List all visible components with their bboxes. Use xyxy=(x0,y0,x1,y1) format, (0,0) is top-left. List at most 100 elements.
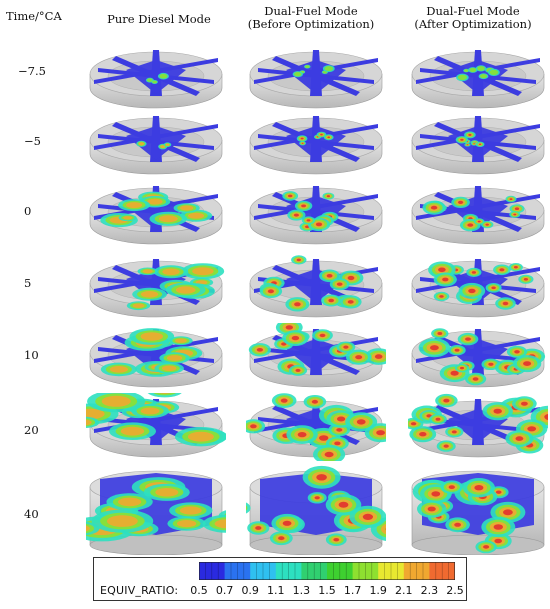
equivalence-ratio-contour xyxy=(472,377,479,381)
equivalence-ratio-contour xyxy=(297,432,307,438)
combustion-chamber-render xyxy=(89,186,223,245)
combustion-chamber-render xyxy=(249,50,383,109)
equivalence-ratio-contour xyxy=(448,485,455,489)
legend-tick-label: 0.5 xyxy=(190,584,208,597)
combustion-chamber-render xyxy=(411,259,545,318)
equivalence-ratio-contour xyxy=(442,277,449,282)
color-scale-segment xyxy=(199,562,226,580)
equivalence-ratio-contour xyxy=(469,67,477,73)
combustion-chamber-render xyxy=(249,186,383,245)
equivalence-ratio-contour xyxy=(336,428,343,432)
equivalence-ratio-contour xyxy=(460,366,464,370)
equivalence-ratio-contour xyxy=(427,506,436,512)
legend-tick-label: 0.7 xyxy=(215,584,234,597)
equivalence-ratio-contour xyxy=(473,143,475,145)
equivalence-ratio-contour xyxy=(140,291,159,298)
equivalence-ratio-contour xyxy=(336,282,343,286)
equivalence-ratio-contour xyxy=(326,195,330,198)
equivalence-ratio-contour xyxy=(295,368,301,372)
equivalence-ratio-contour xyxy=(294,72,302,77)
equivalence-ratio-contour xyxy=(485,223,489,226)
equivalence-ratio-contour xyxy=(356,419,366,425)
equivalence-ratio-contour xyxy=(437,332,443,335)
equivalence-ratio-contour xyxy=(155,488,179,497)
equivalence-ratio-contour xyxy=(280,398,288,403)
equivalence-ratio-contour xyxy=(495,490,502,494)
column-header-line1: Pure Diesel Mode xyxy=(107,12,211,26)
equivalence-ratio-contour xyxy=(314,496,320,500)
equivalence-ratio-contour xyxy=(419,432,427,437)
equivalence-ratio-contour xyxy=(306,219,311,222)
equivalence-ratio-contour xyxy=(509,198,513,200)
equivalence-ratio-contour xyxy=(187,431,214,442)
equivalence-ratio-contour xyxy=(152,80,157,84)
equivalence-ratio-contour xyxy=(147,78,153,82)
column-header-pure-diesel: Pure Diesel Mode xyxy=(88,13,230,26)
combustion-chamber-render xyxy=(248,319,393,388)
equivalence-ratio-contour xyxy=(123,216,133,220)
equivalence-ratio-contour xyxy=(192,267,214,276)
column-header-line1: Dual-Fuel Mode xyxy=(264,4,358,18)
equivalence-ratio-contour xyxy=(291,335,300,341)
equivalence-ratio-contour xyxy=(118,497,142,507)
equivalence-ratio-contour xyxy=(464,69,469,72)
legend-tick-label: 2.1 xyxy=(395,584,413,597)
combustion-chamber-render xyxy=(411,186,545,245)
equivalence-ratio-contour xyxy=(316,474,327,481)
equivalence-ratio-contour xyxy=(468,133,472,136)
equivalence-ratio-contour xyxy=(483,545,490,549)
color-scale-segment xyxy=(429,562,455,580)
legend-tick-label: 2.5 xyxy=(446,584,464,597)
combustion-chamber-render xyxy=(227,465,412,556)
equivalence-ratio-contour xyxy=(296,258,301,262)
equivalence-ratio-contour xyxy=(460,138,464,141)
equivalence-ratio-contour xyxy=(166,355,183,361)
equivalence-ratio-contour xyxy=(175,286,196,294)
equivalence-ratio-contour xyxy=(514,350,520,354)
equivalence-ratio-contour xyxy=(109,366,128,373)
equivalence-ratio-contour xyxy=(513,213,517,216)
equivalence-ratio-contour xyxy=(471,271,476,274)
equivalence-ratio-contour xyxy=(328,298,334,303)
equivalence-ratio-contour xyxy=(478,143,482,145)
equivalence-ratio-contour xyxy=(255,526,262,530)
equivalence-ratio-contour xyxy=(140,332,163,341)
equivalence-ratio-contour xyxy=(140,407,160,415)
column-header-line1: Dual-Fuel Mode xyxy=(426,4,520,18)
equivalence-ratio-contour xyxy=(503,509,513,516)
equivalence-ratio-contour xyxy=(468,288,476,294)
equivalence-ratio-contour xyxy=(515,436,524,441)
combustion-chamber-render xyxy=(411,470,545,556)
color-scale-segment xyxy=(403,562,430,580)
color-scale-segment xyxy=(224,562,251,580)
legend-tick-label: 2.3 xyxy=(420,584,439,597)
color-scale-segment xyxy=(301,562,328,580)
equivalence-ratio-contour xyxy=(326,274,333,278)
combustion-chamber-render xyxy=(241,393,397,465)
row-time-label: −5 xyxy=(24,134,41,148)
equivalence-ratio-contour xyxy=(489,69,499,75)
equivalence-ratio-contour xyxy=(324,66,333,72)
combustion-chamber-render xyxy=(411,50,545,109)
row-time-label: 10 xyxy=(24,348,39,362)
color-scale-frame xyxy=(199,562,455,580)
equivalence-ratio-contour xyxy=(458,200,464,204)
equivalence-ratio-contour xyxy=(494,538,502,544)
equivalence-ratio-contour xyxy=(376,430,385,436)
equivalence-ratio-contour xyxy=(443,444,449,448)
legend-title: EQUIV_RATIO: xyxy=(100,584,179,597)
equivalence-ratio-contour xyxy=(319,435,329,441)
equivalence-ratio-contour xyxy=(138,142,144,146)
combustion-chamber-render xyxy=(249,116,383,175)
equivalence-ratio-contour xyxy=(278,536,285,541)
equivalence-ratio-contour xyxy=(431,491,441,497)
color-scale-segment xyxy=(250,562,277,580)
row-time-label: 0 xyxy=(24,204,32,218)
equivalence-ratio-contour xyxy=(147,198,163,205)
equivalence-ratio-contour xyxy=(288,194,293,198)
equivalence-ratio-contour xyxy=(430,345,439,351)
combustion-chamber-render xyxy=(89,50,223,109)
legend-tick-label: 1.7 xyxy=(343,584,362,597)
equivalence-ratio-contour xyxy=(120,426,145,436)
equivalence-ratio-contour xyxy=(430,205,438,210)
